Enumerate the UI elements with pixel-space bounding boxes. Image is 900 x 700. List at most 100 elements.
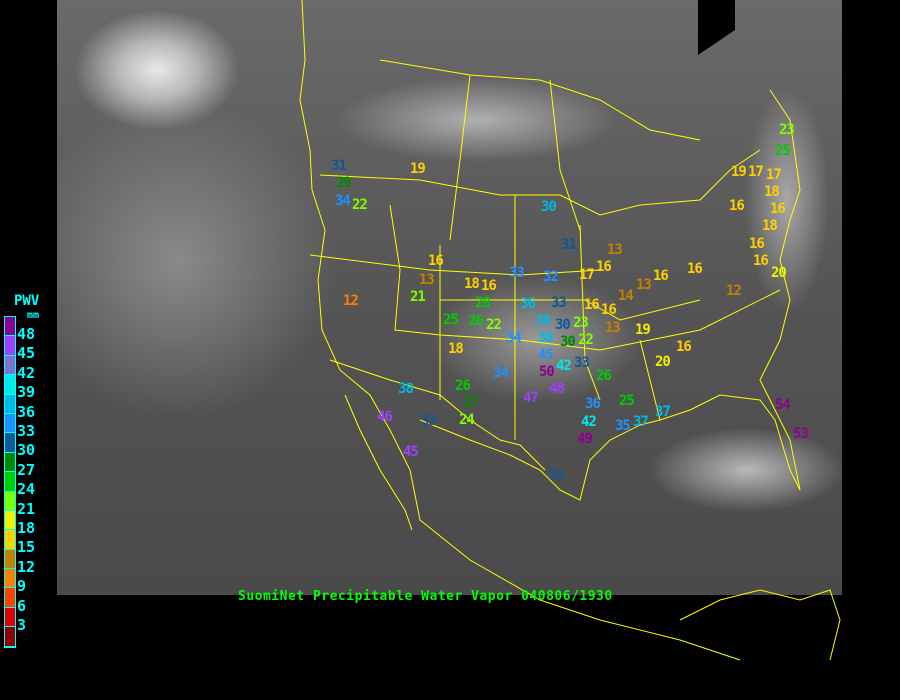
legend-tick: 48 <box>17 325 36 343</box>
station-pwv-value: 17 <box>579 267 595 283</box>
legend-swatch <box>5 394 15 414</box>
station-pwv-value: 30 <box>560 334 576 350</box>
station-pwv-value: 16 <box>753 253 769 269</box>
station-pwv-value: 20 <box>655 354 671 370</box>
station-pwv-value: 18 <box>448 341 464 357</box>
station-pwv-value: 37 <box>655 404 671 420</box>
station-pwv-value: 33 <box>509 265 525 281</box>
legend-swatch <box>5 627 15 647</box>
legend-swatch <box>5 452 15 473</box>
station-pwv-value: 42 <box>556 358 572 374</box>
legend-tick: 36 <box>17 402 36 421</box>
station-pwv-value: 49 <box>577 431 593 447</box>
station-pwv-value: 27 <box>463 395 479 411</box>
station-pwv-value: 18 <box>464 276 480 292</box>
state-line <box>309 254 601 276</box>
station-pwv-value: 33 <box>421 413 437 429</box>
station-pwv-value: 12 <box>726 283 742 299</box>
station-pwv-value: 36 <box>520 296 536 312</box>
state-line <box>449 74 471 241</box>
station-pwv-value: 45 <box>538 347 554 363</box>
state-line <box>379 59 701 141</box>
legend-swatch <box>5 413 15 434</box>
station-pwv-value: 26 <box>455 378 471 394</box>
station-pwv-value: 14 <box>618 288 634 304</box>
station-pwv-value: 22 <box>578 332 594 348</box>
station-pwv-value: 37 <box>633 414 649 430</box>
us-canada-border <box>319 149 761 216</box>
state-line <box>639 339 661 421</box>
legend-swatch <box>5 317 15 337</box>
station-pwv-value: 38 <box>538 330 554 346</box>
legend-swatch <box>5 375 15 395</box>
arctic-mask <box>698 0 735 55</box>
station-pwv-value: 38 <box>398 381 414 397</box>
legend-tick: 45 <box>17 344 36 363</box>
station-pwv-value: 16 <box>601 302 617 318</box>
station-pwv-value: 33 <box>574 355 590 371</box>
station-pwv-value: 50 <box>539 364 555 380</box>
state-line <box>549 79 581 231</box>
legend-swatch <box>5 588 15 608</box>
station-pwv-value: 16 <box>729 198 745 214</box>
station-pwv-value: 33 <box>548 467 564 483</box>
station-pwv-value: 23 <box>573 315 589 331</box>
station-pwv-value: 38 <box>535 313 551 329</box>
legend-tick: 27 <box>17 460 36 479</box>
legend-swatch <box>5 510 15 531</box>
station-pwv-value: 18 <box>764 184 780 200</box>
legend-swatch <box>5 491 15 511</box>
station-pwv-value: 45 <box>403 444 419 460</box>
legend-swatch <box>5 530 15 550</box>
legend-tick: 15 <box>17 538 36 557</box>
legend-unit: mm <box>27 310 40 321</box>
station-pwv-value: 30 <box>555 317 571 333</box>
station-pwv-value: 29 <box>336 175 352 191</box>
station-pwv-value: 16 <box>596 259 612 275</box>
station-pwv-value: 53 <box>793 426 809 442</box>
station-pwv-value: 24 <box>459 412 475 428</box>
legend-tick: 18 <box>17 519 36 537</box>
legend-tick: 12 <box>17 557 36 576</box>
legend-swatch <box>5 569 15 589</box>
station-pwv-value: 25 <box>443 312 459 328</box>
legend-swatch <box>5 433 15 453</box>
station-pwv-value: 20 <box>771 265 787 281</box>
station-pwv-value: 16 <box>653 268 669 284</box>
legend-tick: 39 <box>17 383 36 402</box>
legend-swatch <box>5 472 15 492</box>
state-line <box>579 224 601 401</box>
legend-tick: 6 <box>17 596 27 615</box>
station-pwv-value: 17 <box>748 164 764 180</box>
legend-tick: 42 <box>17 363 36 382</box>
station-pwv-value: 19 <box>635 322 651 338</box>
legend-tick: 9 <box>17 577 27 596</box>
station-pwv-value: 31 <box>331 158 347 174</box>
mexico-outline <box>679 589 841 661</box>
station-pwv-value: 13 <box>607 242 623 258</box>
station-pwv-value: 25 <box>619 393 635 409</box>
baja-coast <box>344 394 413 531</box>
station-pwv-value: 21 <box>410 289 426 305</box>
station-pwv-value: 48 <box>549 381 565 397</box>
station-pwv-value: 34 <box>493 365 509 381</box>
legend-tick: 33 <box>17 422 36 440</box>
station-pwv-value: 36 <box>585 396 601 412</box>
station-pwv-value: 16 <box>676 339 692 355</box>
station-pwv-value: 17 <box>766 167 782 183</box>
station-pwv-value: 22 <box>352 197 368 213</box>
station-pwv-value: 16 <box>749 236 765 252</box>
station-pwv-value: 22 <box>486 317 502 333</box>
station-pwv-value: 13 <box>419 272 435 288</box>
legend-swatch <box>5 336 15 356</box>
station-pwv-value: 42 <box>581 414 597 430</box>
station-pwv-value: 26 <box>596 368 612 384</box>
map-title: SuomiNet Precipitable Water Vapor 040806… <box>238 589 613 604</box>
station-pwv-value: 26 <box>468 313 484 329</box>
station-pwv-value: 13 <box>636 277 652 293</box>
legend-tick: 21 <box>17 499 36 518</box>
station-pwv-value: 28 <box>475 295 491 311</box>
station-pwv-value: 23 <box>779 122 795 138</box>
